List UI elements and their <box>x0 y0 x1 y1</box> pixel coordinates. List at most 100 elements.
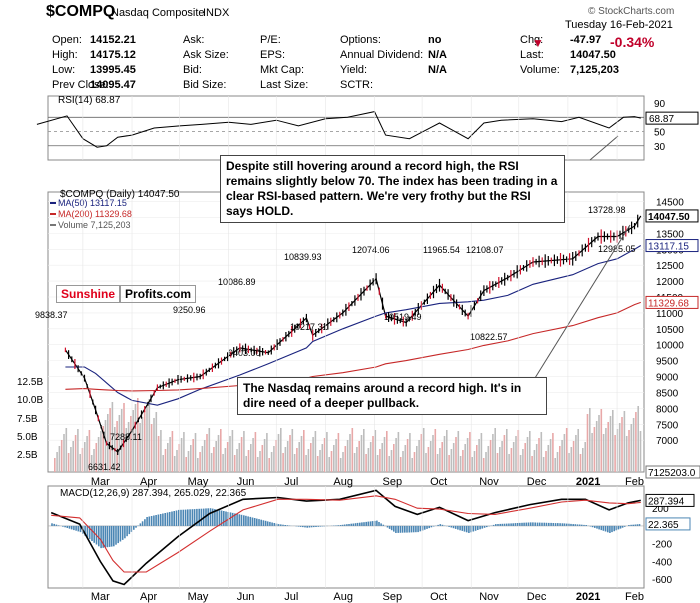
volume-bar <box>545 451 547 472</box>
macd-histogram-bar <box>234 513 236 526</box>
x-axis-label: 2021 <box>576 476 600 488</box>
macd-histogram-bar <box>104 525 107 548</box>
macd-histogram-bar <box>153 515 155 526</box>
macd-histogram-bar <box>184 509 187 526</box>
volume-bar <box>552 433 554 472</box>
header-label: Low: <box>52 64 75 76</box>
volume-bar <box>616 429 619 472</box>
macd-histogram-bar <box>536 522 539 526</box>
rsi-tick-label: 50 <box>654 128 666 139</box>
macd-histogram-bar <box>463 525 466 532</box>
macd-tick-label: -200 <box>652 540 672 551</box>
x-axis-label-bottom: Jul <box>284 591 298 603</box>
volume-bar <box>206 434 208 472</box>
macd-histogram-bar <box>271 522 273 526</box>
macd-histogram-bar <box>262 520 265 526</box>
macd-histogram-bar <box>304 525 306 528</box>
volume-bar <box>388 456 390 472</box>
macd-histogram-bar <box>53 523 55 526</box>
volume-bar <box>169 437 171 472</box>
volume-bar <box>107 414 109 472</box>
macd-histogram-bar <box>133 525 135 530</box>
volume-bar <box>173 456 176 472</box>
macd-histogram-bar <box>297 525 300 527</box>
macd-histogram-bar <box>390 525 393 531</box>
header-label: Annual Dividend: <box>340 49 423 61</box>
volume-bar <box>95 443 98 472</box>
header-label: EPS: <box>260 49 285 61</box>
macd-histogram-bar <box>266 521 269 526</box>
header-label: Options: <box>340 34 381 46</box>
macd-histogram-bar <box>497 524 499 526</box>
volume-bar <box>522 449 524 472</box>
volume-bar <box>598 415 600 472</box>
macd-histogram-bar <box>79 525 82 533</box>
price-tick-label: 9000 <box>656 373 679 384</box>
macd-histogram-bar <box>173 511 175 526</box>
volume-bar <box>589 408 591 472</box>
x-axis-label: May <box>188 476 209 488</box>
volume-bar <box>201 446 204 472</box>
macd-histogram-bar <box>371 521 374 526</box>
macd-histogram-bar <box>516 523 519 526</box>
volume-bar <box>381 443 383 472</box>
date: Tuesday 16-Feb-2021 <box>565 19 673 31</box>
volume-bar <box>305 455 307 472</box>
macd-histogram-bar <box>508 523 510 526</box>
volume-bar <box>609 416 612 472</box>
volume-bar <box>111 402 114 472</box>
macd-histogram-bar <box>310 525 313 528</box>
volume-bar <box>356 447 358 472</box>
volume-bar <box>208 428 211 472</box>
macd-histogram-bar <box>510 523 512 526</box>
header-label: Ask: <box>183 34 204 46</box>
macd-histogram-bar <box>613 525 615 532</box>
macd-histogram-bar <box>159 514 162 526</box>
macd-histogram-bar <box>144 519 146 526</box>
header-table: Open: 14152.21 Ask: P/E: Options: no Chg: -47.9… <box>52 34 619 91</box>
macd-histogram-bar <box>191 509 194 526</box>
macd-histogram-bar <box>548 522 550 526</box>
macd-histogram-bar <box>532 522 534 526</box>
volume-bar <box>418 440 420 472</box>
volume-bar <box>399 457 402 472</box>
legend-label: Volume 7,125,203 <box>58 220 131 230</box>
macd-histogram-bar <box>88 525 91 540</box>
volume-bar <box>457 431 460 472</box>
volume-bar <box>632 418 635 472</box>
volume-bar <box>263 439 266 472</box>
legend-label: MA(200) 11329.68 <box>58 209 132 219</box>
volume-bar <box>635 412 637 472</box>
header-label: Bid Size: <box>183 79 226 91</box>
volume-bar <box>326 432 328 472</box>
header-label: High: <box>52 49 78 61</box>
volume-bar <box>65 428 68 472</box>
volume-bar <box>478 439 480 472</box>
price-data-label: 10086.89 <box>218 277 256 287</box>
x-axis-label: Jun <box>237 476 255 488</box>
volume-bar <box>291 429 294 472</box>
macd-histogram-bar <box>168 512 171 526</box>
rsi-value-label: 68.87 <box>649 114 674 125</box>
x-axis-label: Dec <box>527 476 547 488</box>
macd-histogram-bar <box>178 509 180 526</box>
macd-histogram-bar <box>492 524 495 526</box>
volume-bar <box>586 414 589 472</box>
macd-histogram-bar <box>382 524 385 526</box>
macd-histogram-bar <box>572 524 574 526</box>
volume-bar <box>289 435 291 472</box>
header-value: 14175.12 <box>90 49 136 61</box>
volume-bar <box>231 430 234 472</box>
macd-histogram-bar <box>68 525 71 529</box>
volume-bar <box>595 421 598 472</box>
macd-histogram-bar <box>251 517 254 526</box>
volume-bar <box>337 433 340 472</box>
volume-bar <box>130 416 132 472</box>
volume-bar <box>582 448 584 472</box>
ma200-line <box>65 301 641 392</box>
volume-tick-label: 12.5B <box>17 377 43 388</box>
macd-title: MACD(12,26,9) 287.394, 265.029, 22.365 <box>60 488 247 499</box>
macd-histogram-bar <box>220 510 223 526</box>
legend-label: MA(50) 13117.15 <box>58 198 127 208</box>
volume-bar <box>100 431 102 472</box>
